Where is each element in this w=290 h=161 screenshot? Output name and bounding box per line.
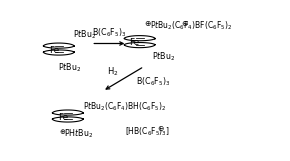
Text: Fe: Fe (130, 38, 140, 47)
Polygon shape (52, 117, 83, 122)
Text: $\oplus$: $\oplus$ (59, 127, 66, 136)
Text: PH$\it{t}$Bu$_2$: PH$\it{t}$Bu$_2$ (64, 128, 94, 140)
Text: P$\it{t}$Bu$_2$(C$_6$F$_4$)BF(C$_6$F$_5$)$_2$: P$\it{t}$Bu$_2$(C$_6$F$_4$)BF(C$_6$F$_5$… (150, 20, 232, 32)
Polygon shape (52, 110, 83, 115)
Polygon shape (43, 50, 74, 55)
Text: Fe: Fe (58, 113, 68, 122)
Polygon shape (124, 43, 155, 48)
Text: $\ominus$: $\ominus$ (181, 19, 188, 28)
Text: Fe: Fe (49, 46, 59, 55)
Polygon shape (124, 36, 155, 41)
Text: P$\it{t}$Bu$_2$: P$\it{t}$Bu$_2$ (73, 28, 97, 41)
Text: B(C$_6$F$_5$)$_3$: B(C$_6$F$_5$)$_3$ (136, 76, 171, 88)
Text: P$\it{t}$Bu$_2$: P$\it{t}$Bu$_2$ (152, 51, 176, 63)
Text: [HB(C$_6$F$_5$)$_3$]: [HB(C$_6$F$_5$)$_3$] (125, 125, 170, 138)
Polygon shape (43, 43, 74, 48)
Text: B(C$_6$F$_5$)$_3$: B(C$_6$F$_5$)$_3$ (92, 27, 126, 39)
Text: $\oplus$: $\oplus$ (144, 19, 151, 28)
Text: P$\it{t}$Bu$_2$: P$\it{t}$Bu$_2$ (58, 61, 81, 74)
Text: H$_2$: H$_2$ (107, 66, 118, 78)
Text: P$\it{t}$Bu$_2$(C$_6$F$_4$)BH(C$_6$F$_5$)$_2$: P$\it{t}$Bu$_2$(C$_6$F$_4$)BH(C$_6$F$_5$… (84, 100, 167, 113)
Text: $\ominus$: $\ominus$ (157, 124, 164, 133)
